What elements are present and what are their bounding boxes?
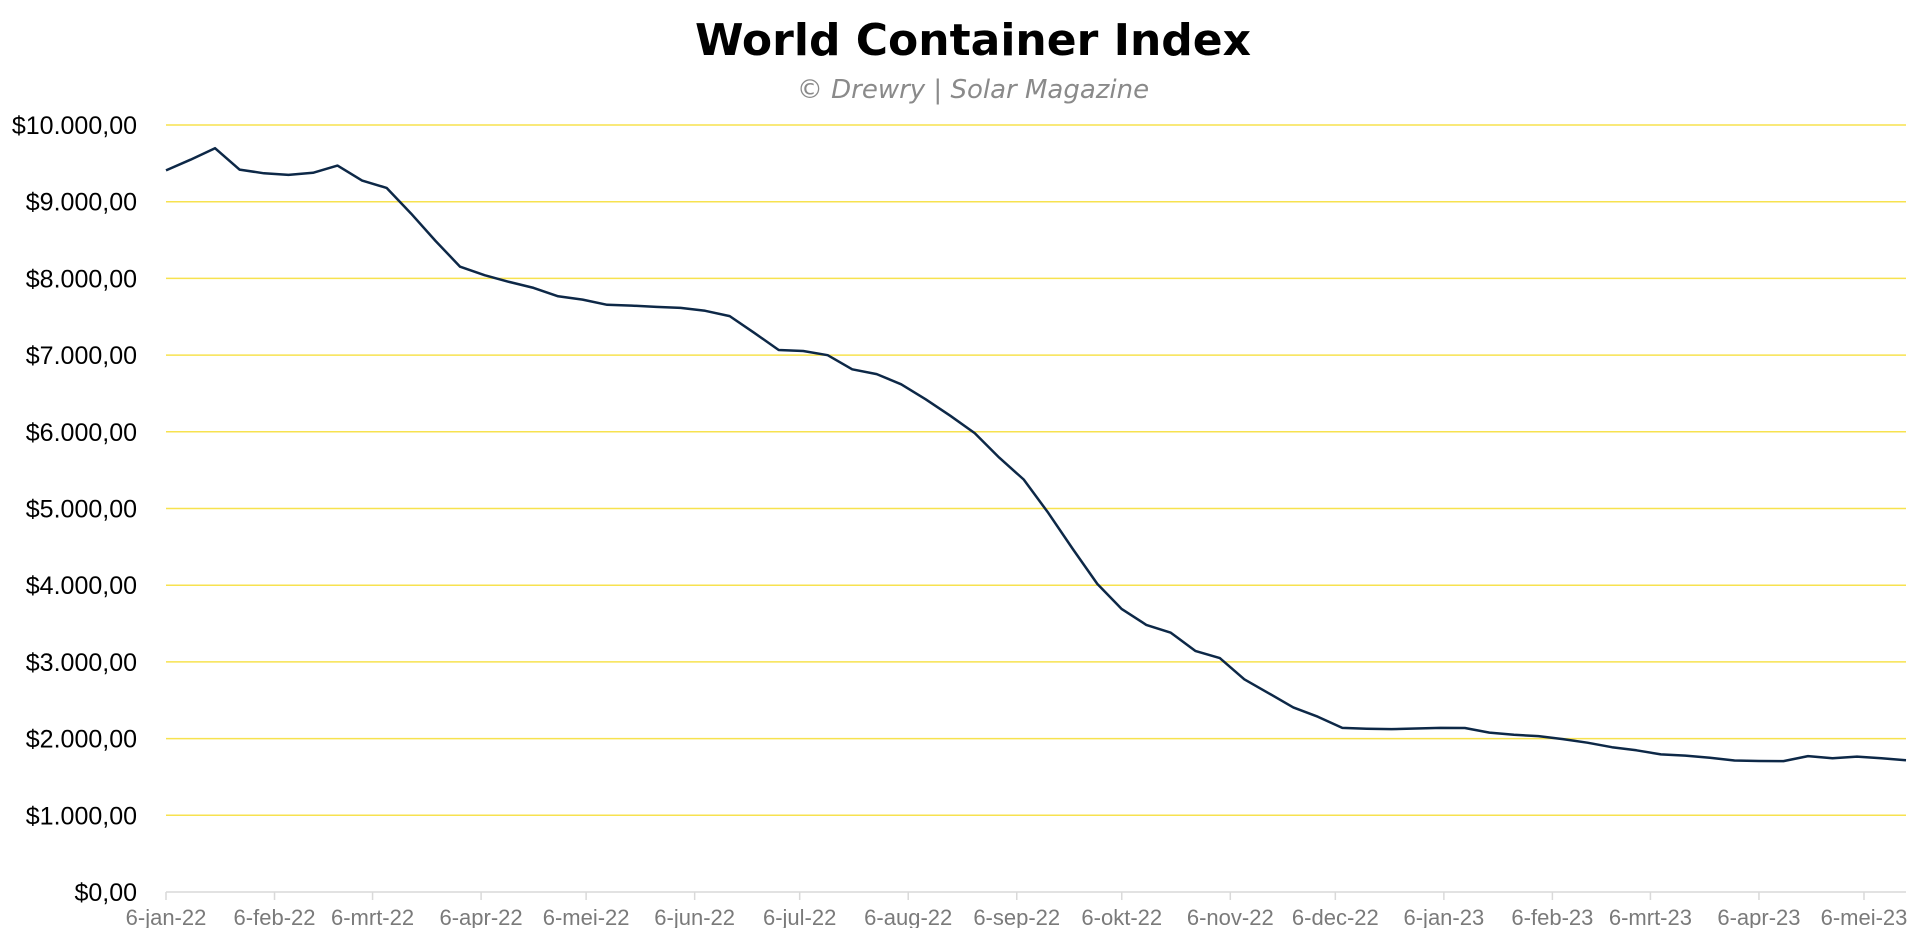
y-tick-label: $3.000,00 — [26, 649, 137, 677]
x-tick-label: 6-jul-22 — [763, 905, 836, 928]
y-tick-label: $7.000,00 — [26, 342, 137, 370]
y-tick-label: $9.000,00 — [26, 189, 137, 217]
x-tick-label: 6-sep-22 — [973, 905, 1060, 928]
x-tick-label: 6-mrt-22 — [331, 905, 414, 928]
y-tick-label: $2.000,00 — [26, 726, 137, 754]
series-line — [165, 146, 1907, 763]
x-tick-label: 6-dec-22 — [1292, 905, 1379, 928]
x-tick-label: 6-mei-23 — [1821, 905, 1908, 928]
x-tick-label: 6-apr-23 — [1717, 905, 1800, 928]
x-tick-label: 6-aug-22 — [864, 905, 952, 928]
y-axis-ticks: $0,00 $1.000,00 $2.000,00 $3.000,00 $4.000,0… — [12, 112, 137, 907]
y-tick-label: $10.000,00 — [12, 112, 137, 140]
x-tick-label: 6-mei-22 — [543, 905, 630, 928]
x-tick-label: 6-nov-22 — [1187, 905, 1274, 928]
series-container — [165, 146, 1907, 763]
x-axis-ticks: 6-jan-22 6-feb-22 6-mrt-22 6-apr-22 6-mei-22… — [126, 892, 1908, 928]
x-tick-label: 6-jan-23 — [1404, 905, 1485, 928]
y-tick-label: $6.000,00 — [26, 419, 137, 447]
x-tick-label: 6-jan-22 — [126, 905, 207, 928]
chart-subtitle: © Drewry | Solar Magazine — [797, 75, 1149, 105]
y-tick-label: $5.000,00 — [26, 496, 137, 524]
y-tick-label: $0,00 — [74, 879, 137, 907]
x-tick-label: 6-apr-22 — [440, 905, 523, 928]
gridlines — [166, 124, 1906, 817]
x-tick-label: 6-mrt-23 — [1609, 905, 1692, 928]
y-tick-label: $1.000,00 — [26, 802, 137, 830]
x-tick-label: 6-feb-22 — [234, 905, 316, 928]
y-tick-label: $4.000,00 — [26, 572, 137, 600]
y-tick-label: $8.000,00 — [26, 265, 137, 293]
x-tick-label: 6-feb-23 — [1511, 905, 1593, 928]
chart-title: World Container Index — [695, 15, 1251, 66]
x-tick-label: 6-jun-22 — [654, 905, 735, 928]
x-tick-label: 6-okt-22 — [1081, 905, 1162, 928]
